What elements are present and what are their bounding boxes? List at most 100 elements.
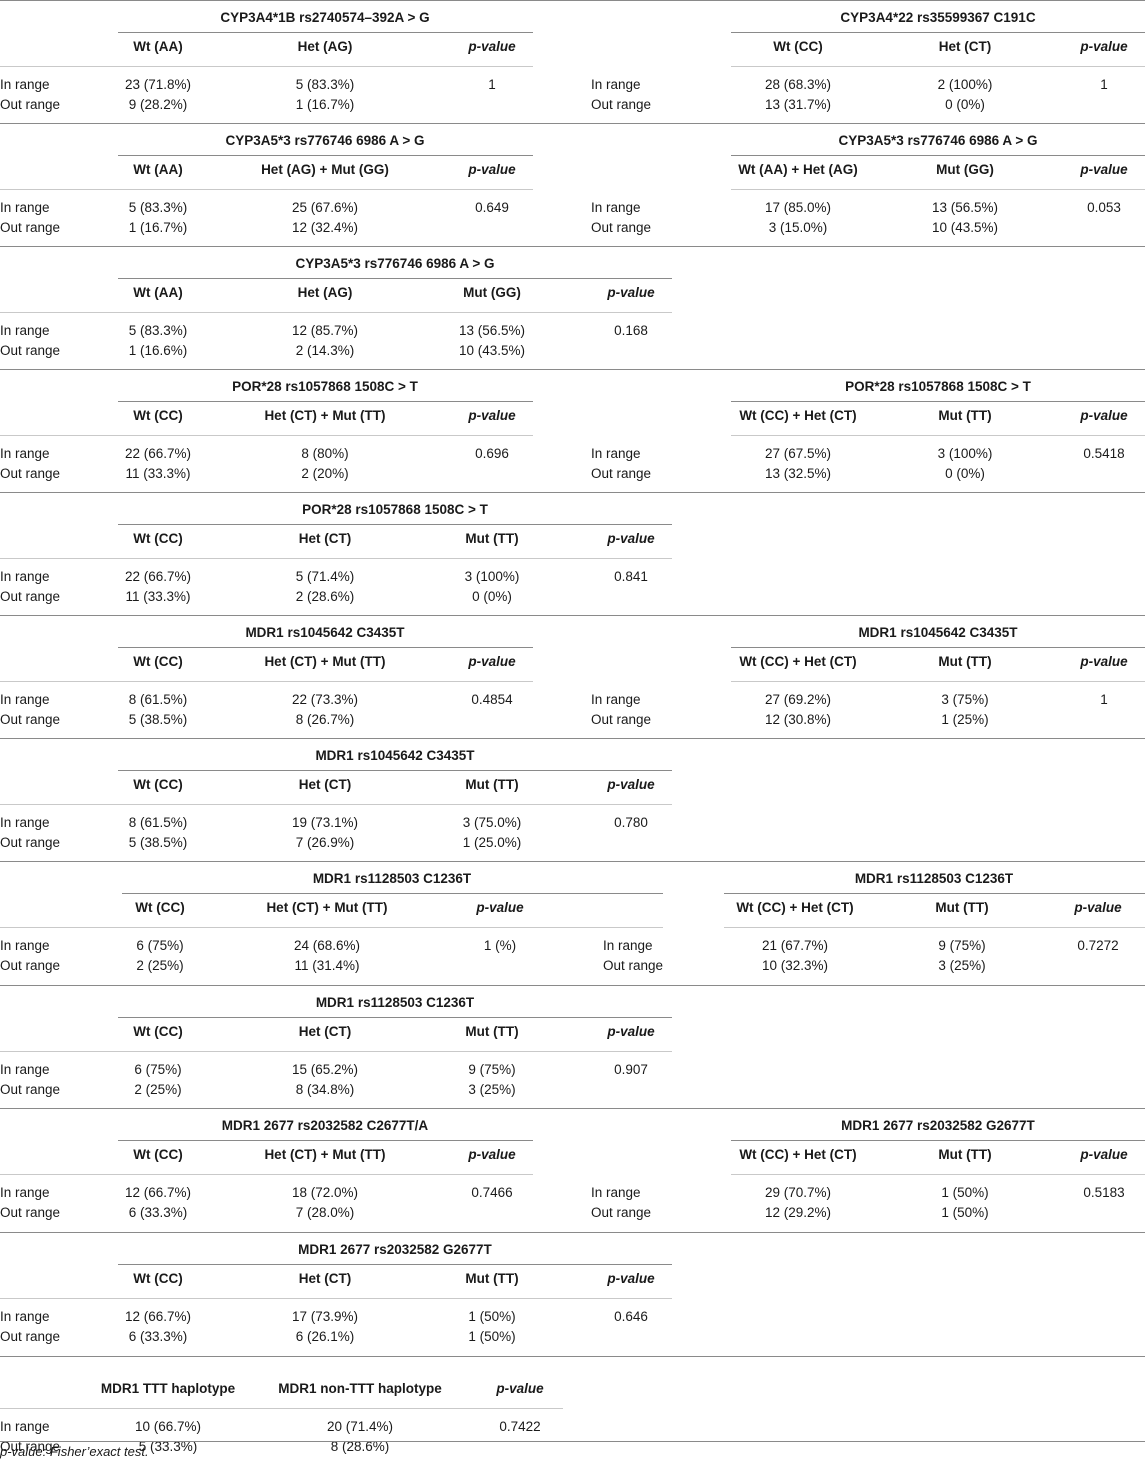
table-cell: 18 (72.0%) [291, 1185, 359, 1200]
column-header: Het (CT) + Mut (TT) [264, 408, 386, 423]
title-underline [731, 32, 1145, 33]
table-cell: 2 (100%) [937, 77, 993, 92]
table-section: POR*28 rs1057868 1508C > T Wt (CC) Het (CT… [0, 369, 1145, 492]
column-header: p-value [496, 1381, 544, 1396]
table-cell: 11 (33.3%) [125, 466, 191, 481]
table-cell: 3 (25%) [468, 1082, 516, 1097]
table-cell: 23 (71.8%) [124, 77, 192, 92]
column-header: Wt (CC) + Het (CT) [739, 1147, 857, 1162]
column-header: Mut (GG) [936, 162, 994, 177]
table-cell: 3 (75.0%) [462, 815, 522, 830]
row-label: In range [0, 815, 50, 830]
header-rule [724, 927, 1145, 928]
column-header: Wt (CC) [133, 1147, 183, 1162]
table-title: MDR1 rs1128503 C1236T [315, 995, 475, 1010]
row-label: In range [0, 1419, 50, 1434]
table-cell: 1 (16.6%) [128, 343, 188, 358]
table-cell: 1 (16.7%) [295, 97, 355, 112]
table-cell: 17 (85.0%) [764, 200, 832, 215]
table-section: MDR1 TTT haplotype MDR1 non-TTT haplotype… [0, 1356, 1145, 1454]
table-cell: 3 (100%) [937, 446, 993, 461]
table-cell: 24 (68.6%) [293, 938, 361, 953]
table-title: MDR1 rs1045642 C3435T [315, 748, 475, 763]
table-cell: 8 (80%) [301, 446, 349, 461]
table-title: CYP3A5*3 rs776746 6986 A > G [295, 256, 495, 271]
table-cell: 5 (33.3%) [138, 1439, 198, 1454]
section-divider [0, 1232, 1145, 1233]
column-header: p-value [468, 408, 516, 423]
column-header: Het (AG) [297, 285, 353, 300]
column-header: p-value [468, 654, 516, 669]
column-header: MDR1 TTT haplotype [100, 1381, 236, 1396]
row-label: Out range [0, 1082, 61, 1097]
table-cell: 8 (61.5%) [128, 692, 188, 707]
table-cell: 3 (15.0%) [768, 220, 828, 235]
row-label: In range [591, 77, 641, 92]
column-header: Mut (TT) [465, 531, 519, 546]
table-cell: 0 (0%) [472, 589, 512, 604]
column-header: Wt (CC) [133, 777, 183, 792]
column-header: p-value [1074, 900, 1122, 915]
column-header: p-value [468, 162, 516, 177]
header-rule [0, 1298, 672, 1299]
p-value-cell: 0.649 [475, 200, 509, 215]
column-header: p-value [1080, 162, 1128, 177]
column-header: Mut (TT) [465, 1271, 519, 1286]
table-section: MDR1 2677 rs2032582 C2677T/A Wt (CC) Het (… [0, 1108, 1145, 1232]
column-header: Wt (AA) [133, 39, 183, 54]
column-header: Het (CT) + Mut (TT) [266, 900, 388, 915]
section-divider [0, 369, 1145, 370]
table-title: CYP3A5*3 rs776746 6986 A > G [225, 133, 425, 148]
row-label: Out range [591, 712, 652, 727]
table-cell: 12 (30.8%) [764, 712, 832, 727]
header-rule [0, 927, 663, 928]
table-cell: 5 (38.5%) [128, 835, 188, 850]
title-underline [118, 524, 672, 525]
p-value-cell: 1 (%) [483, 938, 517, 953]
table-title: MDR1 rs1128503 C1236T [854, 871, 1014, 886]
table-title: MDR1 2677 rs2032582 C2677T/A [221, 1118, 429, 1133]
column-header: p-value [1080, 1147, 1128, 1162]
table-cell: 9 (75%) [468, 1062, 516, 1077]
title-underline [118, 278, 672, 279]
row-label: Out range [0, 958, 61, 973]
table-cell: 11 (33.3%) [125, 589, 191, 604]
table-cell: 22 (73.3%) [291, 692, 359, 707]
row-label: In range [0, 1062, 50, 1077]
row-label: Out range [603, 958, 664, 973]
table-cell: 5 (38.5%) [128, 712, 188, 727]
table-cell: 8 (34.8%) [295, 1082, 355, 1097]
header-rule [731, 681, 1145, 682]
column-header: p-value [468, 39, 516, 54]
table-cell: 8 (61.5%) [128, 815, 188, 830]
table-section: POR*28 rs1057868 1508C > T Wt (CC) Het (CT… [0, 492, 1145, 615]
header-rule [0, 681, 533, 682]
table-cell: 2 (28.6%) [295, 589, 355, 604]
column-header: Mut (GG) [463, 285, 521, 300]
header-rule [731, 435, 1145, 436]
row-label: Out range [0, 835, 61, 850]
column-header: Wt (AA) + Het (AG) [738, 162, 858, 177]
p-value-cell: 1 [1100, 692, 1108, 707]
table-cell: 9 (75%) [938, 938, 986, 953]
row-label: In range [0, 1309, 50, 1324]
section-divider [0, 738, 1145, 739]
table-cell: 10 (43.5%) [458, 343, 526, 358]
row-label: Out range [0, 1439, 61, 1454]
row-label: In range [591, 200, 641, 215]
column-header: Wt (CC) [135, 900, 185, 915]
section-divider [0, 1108, 1145, 1109]
column-header: p-value [468, 1147, 516, 1162]
column-header: Het (CT) [298, 531, 352, 546]
table-cell: 13 (32.5%) [764, 466, 832, 481]
table-cell: 8 (26.7%) [295, 712, 355, 727]
column-header: p-value [607, 777, 655, 792]
row-label: Out range [0, 1205, 61, 1220]
table-section: MDR1 rs1128503 C1236T Wt (CC) Het (CT) + M… [0, 861, 1145, 985]
table-cell: 19 (73.1%) [291, 815, 359, 830]
row-label: Out range [0, 712, 61, 727]
column-header: Wt (CC) [133, 408, 183, 423]
row-label: Out range [0, 220, 61, 235]
section-divider [0, 246, 1145, 247]
table-cell: 12 (32.4%) [291, 220, 359, 235]
